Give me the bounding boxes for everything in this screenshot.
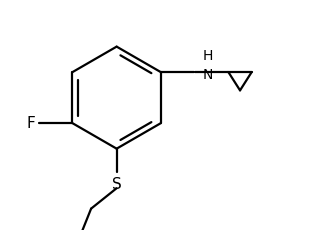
Text: F: F: [27, 116, 36, 131]
Text: S: S: [112, 177, 122, 192]
Text: N: N: [203, 68, 213, 82]
Text: H: H: [203, 49, 213, 63]
